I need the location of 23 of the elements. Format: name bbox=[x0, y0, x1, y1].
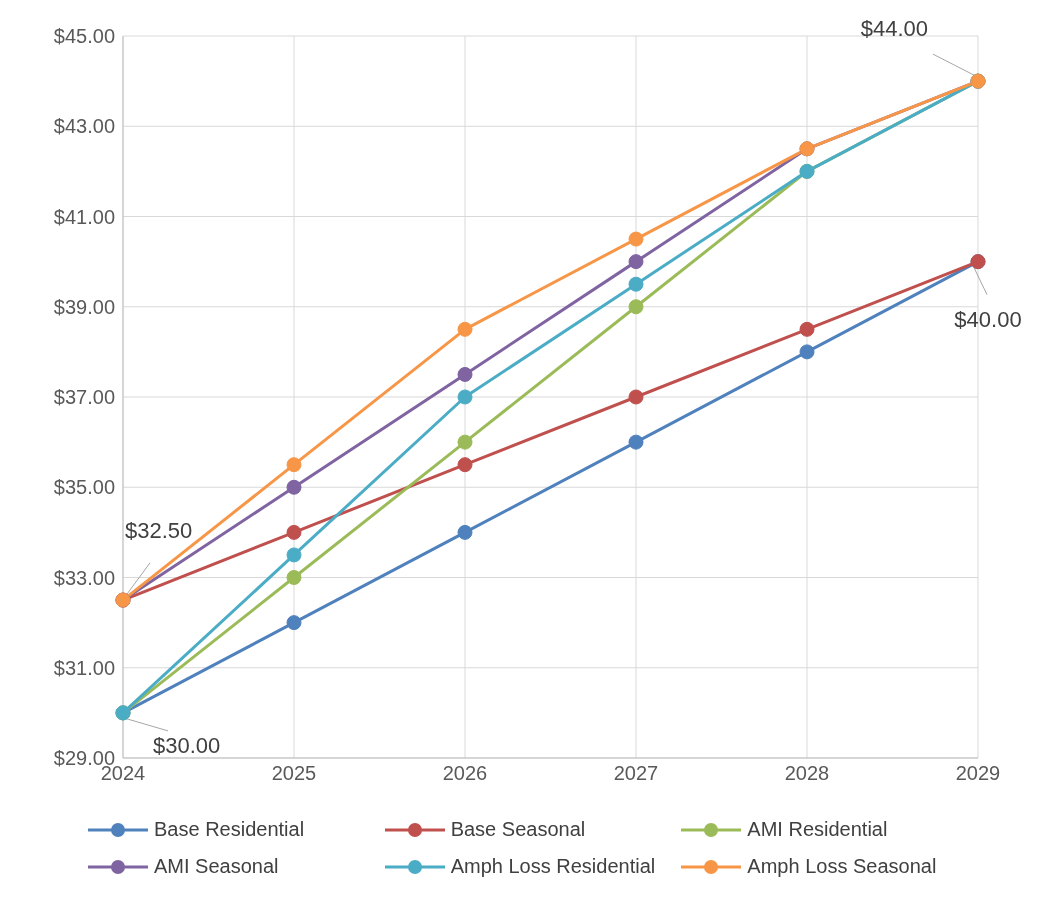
x-tick-label: 2026 bbox=[442, 762, 488, 785]
legend-label: Base Residential bbox=[154, 818, 305, 841]
y-tick-label: $37.00 bbox=[53, 386, 115, 409]
legend-label: AMI Residential bbox=[747, 818, 888, 841]
legend-label: Amph Loss Seasonal bbox=[747, 855, 937, 878]
y-tick-label: $35.00 bbox=[53, 476, 115, 499]
x-tick-label: 2028 bbox=[784, 762, 830, 785]
y-tick-label: $43.00 bbox=[53, 115, 115, 138]
y-tick-label: $33.00 bbox=[53, 566, 115, 589]
y-tick-label: $31.00 bbox=[53, 656, 115, 679]
legend-label: Base Seasonal bbox=[450, 818, 586, 841]
y-tick-label: $39.00 bbox=[53, 295, 115, 318]
x-tick-label: 2025 bbox=[271, 762, 317, 785]
y-tick-label: $45.00 bbox=[53, 25, 115, 48]
annotation: $40.00 bbox=[954, 306, 1022, 332]
y-tick-label: $41.00 bbox=[53, 205, 115, 228]
annotation: $32.50 bbox=[125, 518, 193, 544]
annotation: $44.00 bbox=[860, 16, 928, 42]
legend-label: AMI Seasonal bbox=[154, 855, 279, 878]
x-tick-label: 2027 bbox=[613, 762, 659, 785]
legend-label: Amph Loss Residential bbox=[450, 855, 656, 878]
x-tick-label: 2029 bbox=[955, 762, 1001, 785]
annotation: $30.00 bbox=[153, 732, 221, 758]
